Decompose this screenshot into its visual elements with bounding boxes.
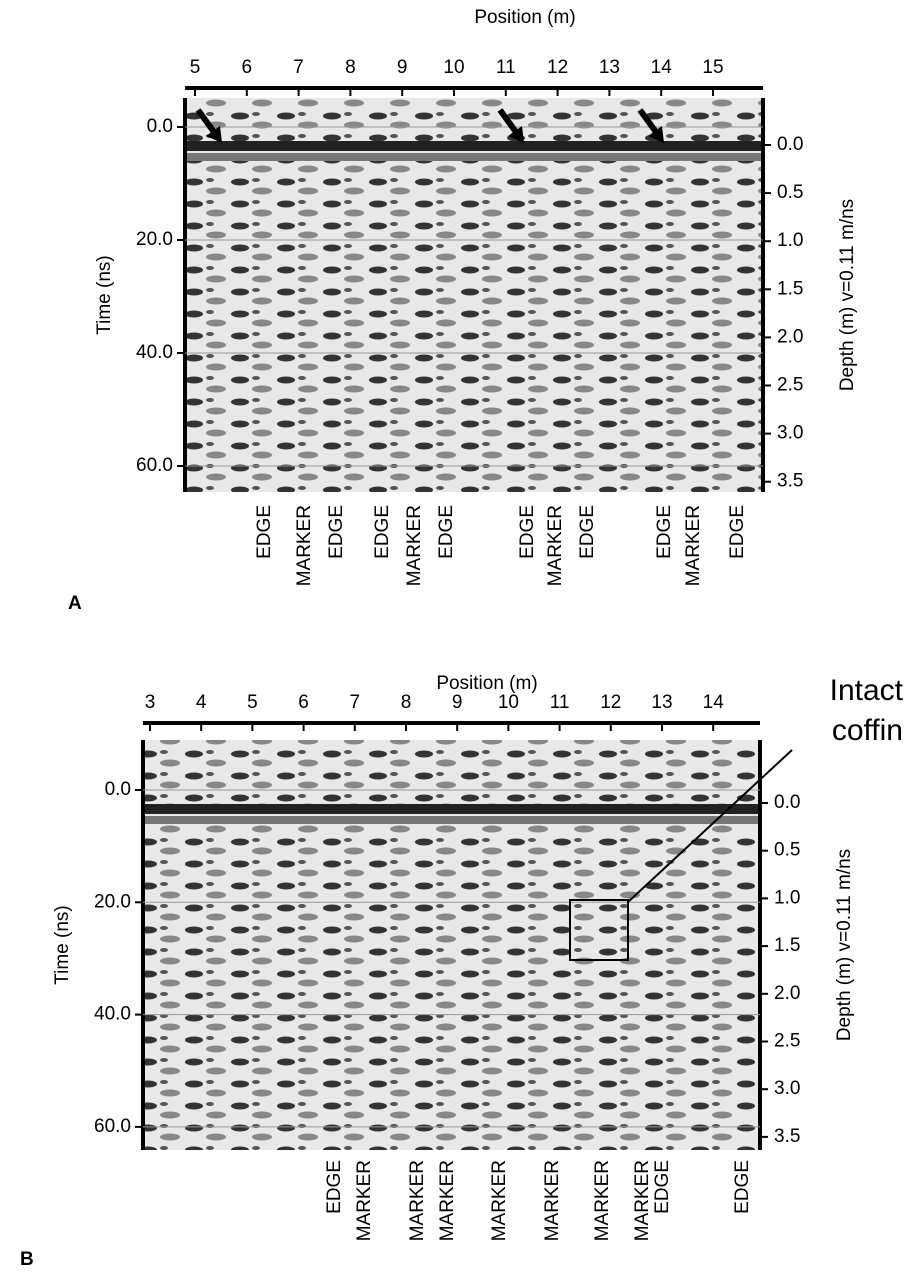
y2-axis-title: Depth (m) v=0.11 m/ns <box>837 199 858 391</box>
surface-reflection <box>143 804 760 814</box>
x-tick-label: 15 <box>702 57 723 78</box>
panel-label: A <box>68 593 82 614</box>
arrow-head <box>206 126 222 143</box>
annotation: MARKER <box>437 1160 458 1241</box>
arrow <box>637 108 659 134</box>
x-tick-label: 9 <box>397 57 408 78</box>
x-tick-label: 10 <box>498 692 519 713</box>
callout-text: coffin <box>832 714 903 747</box>
x-tick-label: 5 <box>247 692 258 713</box>
x-tick-label: 5 <box>190 57 201 78</box>
x-tick-label: 6 <box>298 692 309 713</box>
y-tick-label: 60.0 <box>94 1116 131 1137</box>
x-tick-label: 13 <box>599 57 620 78</box>
y2-tick-label: 1.0 <box>777 230 803 251</box>
annotation: MARKER <box>404 505 425 586</box>
annotation: EDGE <box>254 505 275 559</box>
surface-reflection <box>185 153 763 161</box>
y2-tick-label: 3.5 <box>777 471 803 492</box>
radargram <box>143 740 760 1150</box>
y2-tick-label: 2.5 <box>774 1031 800 1052</box>
annotation: EDGE <box>577 505 598 559</box>
annotation: MARKER <box>592 1160 613 1241</box>
x-tick-label: 7 <box>293 57 304 78</box>
annotation: EDGE <box>324 1160 345 1214</box>
surface-reflection <box>185 141 763 151</box>
callout-box <box>569 899 629 961</box>
y2-tick-label: 0.5 <box>774 840 800 861</box>
y2-tick-label: 2.0 <box>774 983 800 1004</box>
x-tick-label: 12 <box>600 692 621 713</box>
y2-tick-label: 2.5 <box>777 375 803 396</box>
annotation: EDGE <box>732 1160 753 1214</box>
y2-tick-label: 1.5 <box>777 278 803 299</box>
radargram <box>185 98 763 492</box>
annotation: EDGE <box>326 505 347 559</box>
x-tick-label: 9 <box>452 692 463 713</box>
x-tick-label: 3 <box>145 692 156 713</box>
surface-reflection <box>143 816 760 824</box>
annotation: MARKER <box>407 1160 428 1241</box>
y-tick-label: 0.0 <box>147 116 173 137</box>
annotation: MARKER <box>354 1160 375 1241</box>
x-tick-label: 11 <box>496 57 516 78</box>
x-tick-label: 8 <box>345 57 356 78</box>
y-tick-label: 60.0 <box>136 455 173 476</box>
y2-tick-label: 0.0 <box>774 792 800 813</box>
y-axis-title: Time (ns) <box>94 255 115 335</box>
y-axis-title: Time (ns) <box>52 905 73 985</box>
y2-tick-label: 1.5 <box>774 935 800 956</box>
annotation: EDGE <box>517 505 538 559</box>
annotation: EDGE <box>727 505 748 559</box>
y2-tick-label: 0.0 <box>777 134 803 155</box>
arrow-head <box>508 126 524 143</box>
x-tick-label: 4 <box>196 692 207 713</box>
annotation: MARKER <box>294 505 315 586</box>
arrow <box>497 108 519 134</box>
x-tick-label: 11 <box>550 692 570 713</box>
x-tick-label: 12 <box>547 57 568 78</box>
annotation: MARKER <box>545 505 566 586</box>
y-tick-label: 40.0 <box>136 342 173 363</box>
callout-text: Intact <box>830 674 904 707</box>
y2-tick-label: 2.0 <box>777 326 803 347</box>
y-tick-label: 20.0 <box>94 891 131 912</box>
x-axis-title: Position (m) <box>474 7 575 28</box>
x-tick-label: 6 <box>242 57 253 78</box>
callout-line <box>627 749 793 903</box>
y2-tick-label: 3.5 <box>774 1126 800 1147</box>
x-tick-label: 14 <box>703 692 725 713</box>
x-axis-title: Position (m) <box>436 673 537 694</box>
x-tick-label: 14 <box>651 57 673 78</box>
annotation: EDGE <box>372 505 393 559</box>
annotation: EDGE <box>436 505 457 559</box>
y2-tick-label: 0.5 <box>777 182 803 203</box>
y2-tick-label: 1.0 <box>774 887 800 908</box>
annotation: EDGE <box>654 505 675 559</box>
y-tick-label: 20.0 <box>136 229 173 250</box>
annotation: MARKER <box>683 505 704 586</box>
arrow <box>195 108 217 134</box>
x-tick-label: 8 <box>401 692 412 713</box>
y2-axis-title: Depth (m) v=0.11 m/ns <box>834 849 855 1041</box>
annotation: EDGE <box>652 1160 673 1214</box>
x-tick-label: 7 <box>350 692 361 713</box>
panel-label: B <box>20 1249 34 1270</box>
x-tick-label: 13 <box>651 692 672 713</box>
y2-tick-label: 3.0 <box>774 1078 800 1099</box>
y-tick-label: 40.0 <box>94 1004 131 1025</box>
y2-tick-label: 3.0 <box>777 423 803 444</box>
x-tick-label: 10 <box>443 57 464 78</box>
arrow-head <box>648 126 664 143</box>
annotation: MARKER <box>542 1160 563 1241</box>
y-tick-label: 0.0 <box>105 779 131 800</box>
annotation: MARKER <box>632 1160 653 1241</box>
annotation: MARKER <box>489 1160 510 1241</box>
